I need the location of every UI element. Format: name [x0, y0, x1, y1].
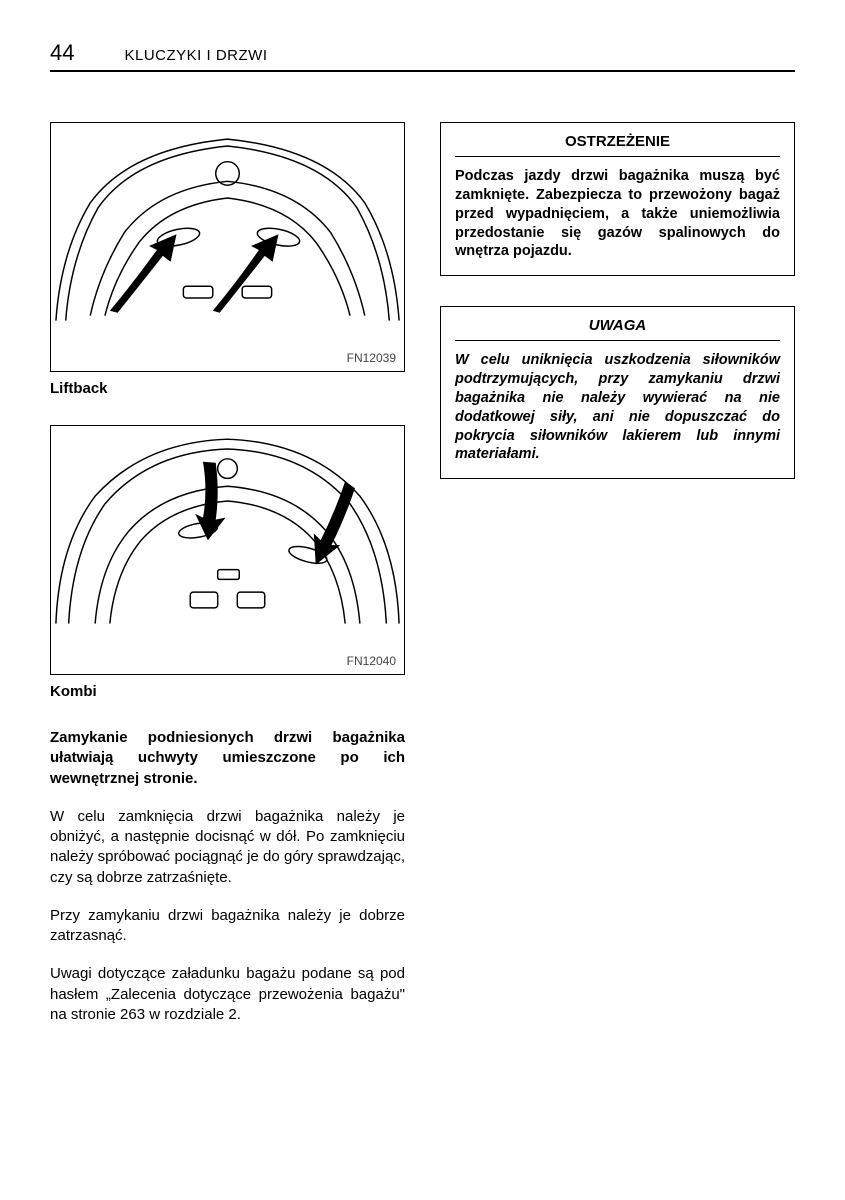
note-box: UWAGA W celu uniknięcia uszkodzenia siło…	[440, 306, 795, 479]
para-1: W celu zamknięcia drzwi bagażnika należy…	[50, 807, 405, 888]
left-column: FN12039 Liftback	[50, 122, 405, 1043]
figure-id-1: FN12039	[347, 351, 396, 365]
figure-liftback: FN12039	[50, 122, 405, 372]
warning-title: OSTRZEŻENIE	[455, 133, 780, 157]
page-number: 44	[50, 40, 74, 66]
warning-box: OSTRZEŻENIE Podczas jazdy drzwi bagażnik…	[440, 122, 795, 276]
warning-body: Podczas jazdy drzwi bagażnika muszą być …	[455, 167, 780, 261]
page-header: 44 KLUCZYKI I DRZWI	[50, 40, 795, 72]
note-body: W celu uniknięcia uszkodzenia siłowników…	[455, 351, 780, 464]
intro-bold-text: Zamykanie podniesionych drzwi bagażnika …	[50, 728, 405, 789]
kombi-illustration-icon	[51, 426, 404, 674]
header-title: KLUCZYKI I DRZWI	[124, 47, 267, 64]
right-column: OSTRZEŻENIE Podczas jazdy drzwi bagażnik…	[440, 122, 795, 1043]
note-title: UWAGA	[455, 317, 780, 341]
content-columns: FN12039 Liftback	[50, 122, 795, 1043]
figure-id-2: FN12040	[347, 654, 396, 668]
para-2: Przy zamykaniu drzwi bagażnika należy je…	[50, 906, 405, 947]
figure-caption-2: Kombi	[50, 683, 405, 700]
figure-caption-1: Liftback	[50, 380, 405, 397]
liftback-illustration-icon	[51, 123, 404, 371]
para-3: Uwagi dotyczące załadunku bagażu podane …	[50, 964, 405, 1025]
figure-kombi: FN12040	[50, 425, 405, 675]
